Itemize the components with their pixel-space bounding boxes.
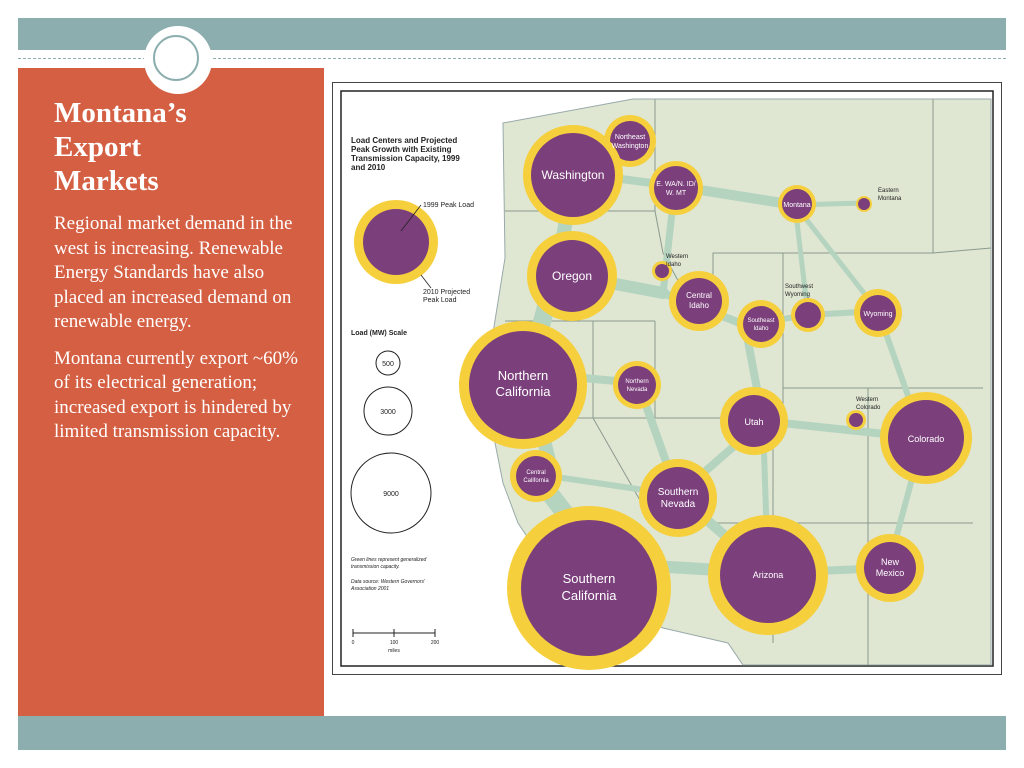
scale-value-500: 500 <box>382 361 394 368</box>
label-western-colorado-2: Colorado <box>856 405 881 411</box>
header-divider <box>18 58 1006 59</box>
label-northeast-washington-2: Washington <box>612 143 649 150</box>
label-southern-nevada-2: Nevada <box>661 499 696 510</box>
ornament-ring <box>153 35 199 81</box>
label-oregon: Oregon <box>552 269 592 283</box>
label-southeast-idaho-2: Idaho <box>753 326 769 332</box>
scale-circle-500 <box>375 350 401 376</box>
label-central-idaho-1: Central <box>686 291 712 300</box>
paragraph-montana-export: Montana currently export ~60% of its ele… <box>54 347 299 443</box>
label-ewa-1: E. WA/N. ID/ <box>656 181 695 188</box>
label-southwest-wyoming-2: Wyoming <box>785 292 810 298</box>
label-northern-nevada-1: Northern <box>625 379 648 385</box>
svg-text:Utah: Utah <box>744 417 763 427</box>
legend-2010-peak-2: Peak Load <box>423 297 457 304</box>
legend-note-1: Green lines represent generalized <box>351 557 427 563</box>
label-eastern-montana-1: Eastern <box>878 188 899 194</box>
svg-text:Oregon: Oregon <box>552 269 592 283</box>
region-labels: Northeast Washington Washington E. WA/N. … <box>496 134 945 603</box>
label-central-california-2: California <box>523 478 549 484</box>
slide-title: Montana’s Export Markets <box>54 97 187 197</box>
load-map: Northeast Washington Washington E. WA/N. … <box>332 82 1002 675</box>
map-canvas: Northeast Washington Washington E. WA/N. … <box>340 90 994 670</box>
circle-ornament <box>144 26 212 94</box>
svg-text:Data source: Western Governors: Data source: Western Governors' Associati… <box>350 579 426 592</box>
svg-text:Load Centers and Projected: Load Centers and Projected Peak Growth w… <box>351 136 462 172</box>
svg-text:Colorado: Colorado <box>908 434 945 444</box>
scale-circle-9000 <box>350 452 432 534</box>
svg-text:Wyoming: Wyoming <box>863 311 892 318</box>
scale-tick-200: 200 <box>431 640 440 646</box>
scale-circle-3000 <box>363 386 413 436</box>
label-arizona: Arizona <box>753 570 784 580</box>
label-montana: Montana <box>783 202 810 209</box>
label-southwest-wyoming-1: Southwest <box>785 284 813 290</box>
label-new-mexico-1: New <box>881 557 900 567</box>
footer-band <box>18 716 1006 750</box>
svg-text:E. WA/N. ID/W. MT: E. WA/N. ID/W. MT <box>656 181 695 197</box>
svg-text:Washington: Washington <box>542 168 605 182</box>
label-southern-nevada-1: Southern <box>658 487 699 498</box>
label-utah: Utah <box>744 417 763 427</box>
paragraph-regional-demand: Regional market demand in the west is in… <box>54 213 293 332</box>
label-southern-california-2: California <box>562 588 618 603</box>
legend-title-4: and 2010 <box>351 163 386 172</box>
label-wyoming: Wyoming <box>863 311 892 318</box>
map-legend: Load Centers and Projected Peak Growth w… <box>350 136 474 654</box>
legend-title-2: Peak Growth with Existing <box>351 145 452 154</box>
scale-value-9000: 9000 <box>383 491 399 498</box>
scale-value-3000: 3000 <box>380 409 396 416</box>
scale-tick-100: 100 <box>390 640 399 646</box>
label-colorado: Colorado <box>908 434 945 444</box>
label-northern-california-2: California <box>496 384 552 399</box>
label-western-idaho-2: Idaho <box>666 262 682 268</box>
label-washington: Washington <box>542 168 605 182</box>
scale-unit: miles <box>388 648 400 654</box>
label-western-colorado-1: Western <box>856 397 878 403</box>
outer-region-labels: Eastern Montana Western Idaho Southwest Wyo… <box>666 188 902 411</box>
load-bubbles <box>354 115 972 670</box>
legend-source-2: Association 2001 <box>350 586 389 592</box>
label-northeast-washington-1: Northeast <box>615 134 645 141</box>
svg-text:Arizona: Arizona <box>753 570 784 580</box>
legend-1999-peak: 1999 Peak Load <box>423 202 474 209</box>
legend-title-1: Load Centers and Projected <box>351 136 457 145</box>
legend-source-1: Data source: Western Governors' <box>351 579 426 585</box>
label-western-idaho-1: Western <box>666 254 688 260</box>
label-northern-nevada-2: Nevada <box>627 387 648 393</box>
label-southern-california-1: Southern <box>563 571 616 586</box>
label-central-idaho-2: Idaho <box>689 301 710 310</box>
label-central-california-1: Central <box>526 470 545 476</box>
legend-2010-peak-1: 2010 Projected <box>423 289 470 296</box>
legend-title-3: Transmission Capacity, 1999 <box>351 154 460 163</box>
label-ewa-2: W. MT <box>666 190 687 197</box>
svg-text:Green lines represent generali: Green lines represent generalized transmi… <box>351 557 427 570</box>
svg-text:Montana: Montana <box>783 202 810 209</box>
legend-scale-title: Load (MW) Scale <box>351 330 407 337</box>
label-new-mexico-2: Mexico <box>876 568 905 578</box>
text-panel: Montana’s Export Markets Regional market… <box>18 68 324 716</box>
label-southeast-idaho-1: Southeast <box>747 318 774 324</box>
label-eastern-montana-2: Montana <box>878 196 902 202</box>
legend-note-2: transmission capacity. <box>351 564 400 570</box>
scale-tick-0: 0 <box>352 640 355 646</box>
label-northern-california-1: Northern <box>498 368 549 383</box>
